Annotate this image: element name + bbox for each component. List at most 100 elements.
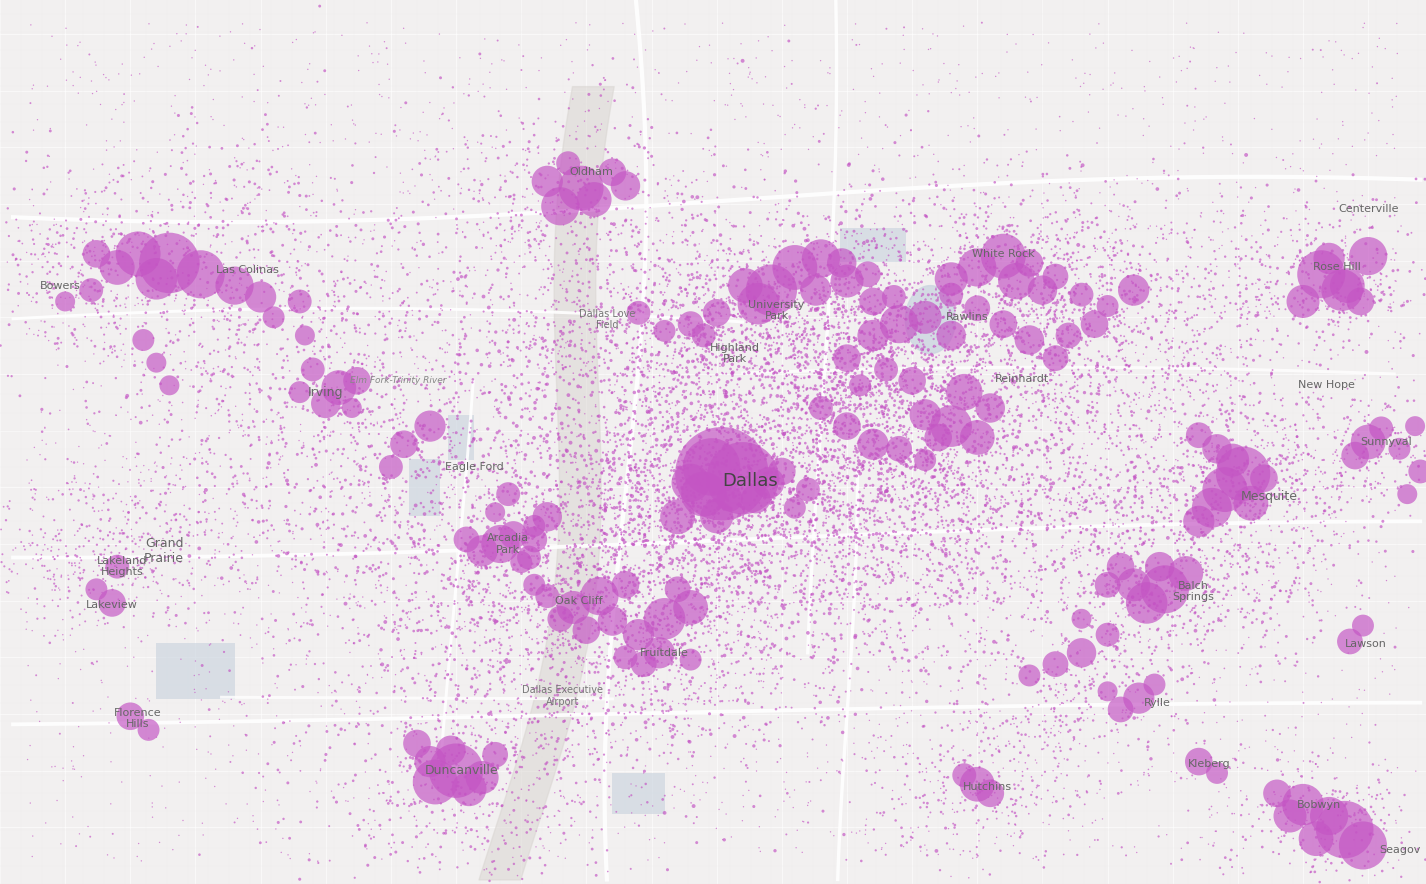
- Point: [1184, 356, 1206, 370]
- Point: [843, 352, 866, 366]
- Point: [1062, 356, 1085, 370]
- Point: [402, 624, 425, 638]
- Point: [766, 205, 789, 219]
- Point: [633, 389, 656, 403]
- Point: [57, 319, 80, 333]
- Point: [709, 593, 732, 607]
- Point: [948, 345, 971, 359]
- Point: [511, 402, 533, 416]
- Point: [472, 289, 495, 303]
- Point: [392, 796, 415, 811]
- Point: [901, 675, 924, 690]
- Point: [1198, 288, 1221, 302]
- Point: [267, 141, 289, 156]
- Point: [308, 522, 331, 536]
- Point: [657, 557, 680, 571]
- Point: [338, 633, 361, 647]
- Point: [424, 425, 446, 439]
- Point: [893, 273, 915, 287]
- Point: [1316, 428, 1339, 442]
- Point: [1020, 505, 1042, 519]
- Point: [941, 491, 964, 505]
- Point: [1383, 662, 1406, 676]
- Point: [1348, 198, 1370, 212]
- Point: [689, 514, 712, 528]
- Point: [225, 415, 248, 429]
- Point: [1370, 257, 1393, 271]
- Point: [791, 253, 814, 267]
- Point: [1259, 600, 1282, 614]
- Point: [873, 341, 896, 355]
- Point: [349, 681, 372, 695]
- Point: [207, 360, 230, 374]
- Point: [816, 392, 838, 407]
- Point: [921, 537, 944, 551]
- Point: [0, 499, 16, 514]
- Point: [807, 332, 830, 346]
- Point: [633, 528, 656, 542]
- Point: [937, 268, 960, 282]
- Point: [1078, 419, 1101, 433]
- Point: [503, 584, 526, 598]
- Point: [823, 602, 846, 616]
- Point: [706, 623, 729, 637]
- Point: [46, 533, 68, 547]
- Point: [898, 171, 921, 186]
- Point: [342, 736, 365, 751]
- Point: [1097, 283, 1119, 297]
- Point: [1067, 542, 1089, 556]
- Point: [700, 358, 723, 372]
- Point: [448, 760, 471, 774]
- Point: [829, 486, 851, 500]
- Point: [549, 278, 572, 292]
- Point: [145, 534, 168, 548]
- Point: [647, 461, 670, 475]
- Point: [1084, 317, 1107, 332]
- Point: [304, 504, 327, 518]
- Point: [917, 240, 940, 254]
- Point: [145, 459, 168, 473]
- Point: [730, 409, 753, 423]
- Point: [749, 336, 771, 350]
- Point: [1328, 466, 1350, 480]
- Point: [789, 411, 811, 425]
- Point: [723, 511, 746, 525]
- Point: [1044, 278, 1067, 292]
- Point: [1148, 719, 1171, 733]
- Point: [944, 301, 967, 315]
- Point: [763, 232, 786, 246]
- Point: [424, 149, 446, 164]
- Point: [955, 607, 978, 621]
- Point: [957, 482, 980, 496]
- Point: [692, 603, 714, 617]
- Point: [1077, 568, 1099, 582]
- Point: [633, 518, 656, 532]
- Point: [693, 164, 716, 179]
- Point: [595, 344, 617, 358]
- Point: [870, 358, 893, 372]
- Point: [881, 567, 904, 581]
- Point: [1194, 734, 1216, 748]
- Point: [918, 138, 941, 152]
- Point: [780, 327, 803, 341]
- Point: [1209, 204, 1232, 218]
- Point: [60, 475, 83, 489]
- Point: [615, 560, 637, 575]
- Point: [699, 605, 722, 619]
- Point: [1038, 338, 1061, 352]
- Point: [1129, 713, 1152, 727]
- Point: [871, 319, 894, 333]
- Point: [756, 355, 779, 370]
- Point: [763, 275, 786, 289]
- Point: [712, 324, 734, 339]
- Point: [619, 182, 642, 196]
- Point: [790, 402, 813, 416]
- Point: [955, 597, 978, 611]
- Point: [511, 678, 533, 692]
- Point: [1007, 650, 1030, 664]
- Point: [1195, 568, 1218, 582]
- Point: [322, 319, 345, 333]
- Point: [141, 175, 164, 189]
- Point: [355, 421, 378, 435]
- Point: [726, 655, 749, 669]
